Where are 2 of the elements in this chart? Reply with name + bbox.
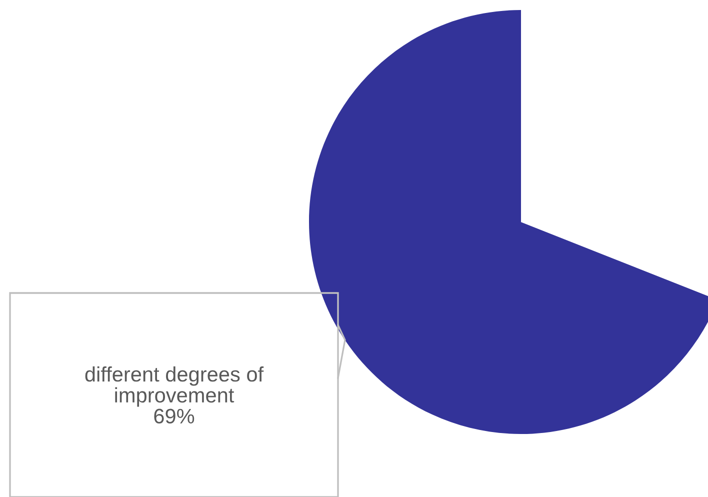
data-label: 69% — [154, 408, 194, 424]
slice-label: different degrees of improvement — [85, 366, 264, 407]
